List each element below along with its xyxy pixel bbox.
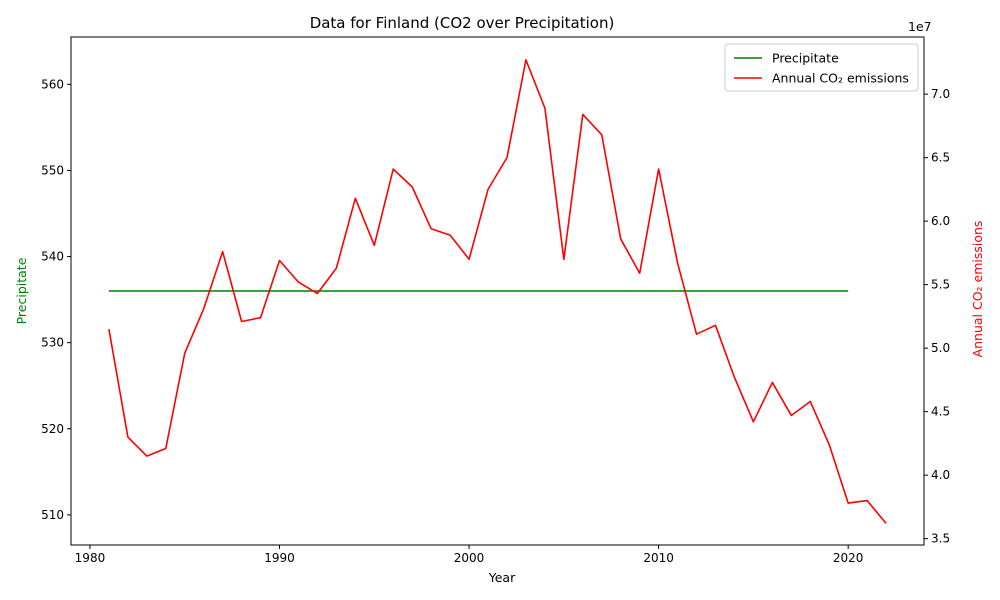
legend: Precipitate Annual CO₂ emissions [724, 43, 919, 92]
x-tick-label: 1980 [75, 551, 106, 565]
x-tick-label: 2010 [643, 551, 674, 565]
y-right-tick-label: 4.5 [931, 405, 950, 419]
y-right-tick-label: 5.5 [931, 278, 950, 292]
chart-marks [108, 59, 887, 524]
y-left-tick-label: 540 [41, 250, 64, 264]
x-axis-label: Year [488, 570, 516, 585]
y-right-tick-label: 4.0 [931, 468, 950, 482]
plot-frame [70, 36, 925, 546]
x-tick-label: 2000 [454, 551, 485, 565]
y-left-tick-label: 530 [41, 336, 64, 350]
y-left-tick-label: 550 [41, 163, 64, 177]
x-tick-label: 2020 [833, 551, 864, 565]
chart-title: Data for Finland (CO2 over Precipitation… [310, 14, 615, 32]
y-left-tick-label: 520 [41, 422, 64, 436]
y-axis-left-label: Precipitate [14, 257, 29, 324]
right-axis-offset-label: 1e7 [908, 19, 932, 34]
y-left-tick-label: 560 [41, 77, 64, 91]
series-line-co2 [108, 59, 887, 524]
legend-label: Annual CO₂ emissions [772, 71, 909, 86]
y-axis-right-label: Annual CO₂ emissions [970, 221, 985, 358]
chart-axes: 1980 1990 2000 2010 2020 510 520 530 540 550 560 3.… [41, 36, 950, 565]
y-right-tick-label: 6.5 [931, 151, 950, 165]
y-right-tick-label: 3.5 [931, 532, 950, 546]
legend-label: Precipitate [772, 51, 839, 66]
y-right-tick-label: 7.0 [931, 87, 950, 101]
x-tick-label: 1990 [264, 551, 295, 565]
y-right-tick-label: 5.0 [931, 341, 950, 355]
y-right-tick-label: 6.0 [931, 214, 950, 228]
y-left-tick-label: 510 [41, 508, 64, 522]
legend-box [724, 43, 919, 92]
